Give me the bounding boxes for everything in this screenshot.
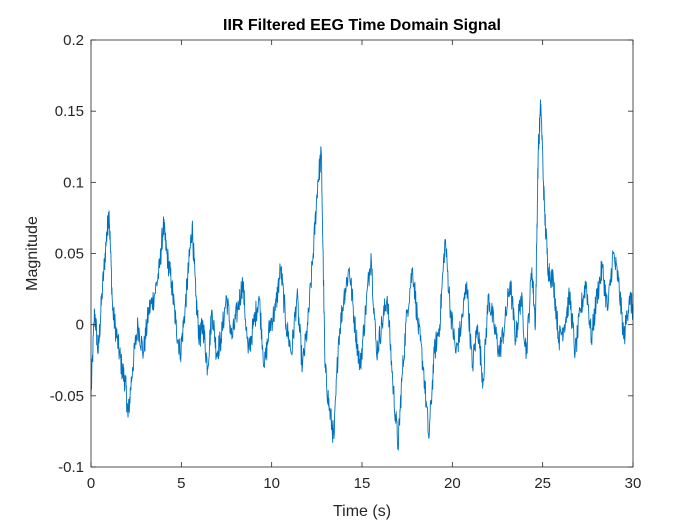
y-tick-label: 0 bbox=[76, 317, 84, 334]
x-tick-label: 20 bbox=[444, 475, 461, 492]
series-line bbox=[90, 99, 634, 451]
series-layer bbox=[90, 99, 634, 451]
ticks-layer: 0 5 10 15 20 25 30 -0.1 -0.05 0 0.05 0.1 0.15 0.2 bbox=[50, 32, 642, 492]
y-tick-label: 0.1 bbox=[63, 174, 84, 191]
x-tick-label: 15 bbox=[354, 475, 371, 492]
y-tick-label: -0.1 bbox=[58, 459, 84, 476]
x-tick-label: 10 bbox=[263, 475, 280, 492]
plot-area bbox=[91, 40, 633, 467]
y-axis-label: Magnitude bbox=[24, 216, 41, 291]
x-tick-label: 5 bbox=[177, 475, 185, 492]
x-tick-label: 30 bbox=[625, 475, 642, 492]
x-tick-label: 0 bbox=[87, 475, 95, 492]
x-tick-label: 25 bbox=[534, 475, 551, 492]
x-axis-label: Time (s) bbox=[333, 503, 391, 520]
y-tick-label: -0.05 bbox=[50, 388, 84, 405]
chart-title: IIR Filtered EEG Time Domain Signal bbox=[223, 17, 501, 34]
y-tick-label: 0.15 bbox=[55, 103, 84, 120]
y-tick-label: 0.05 bbox=[55, 246, 84, 263]
y-tick-label: 0.2 bbox=[63, 32, 84, 49]
